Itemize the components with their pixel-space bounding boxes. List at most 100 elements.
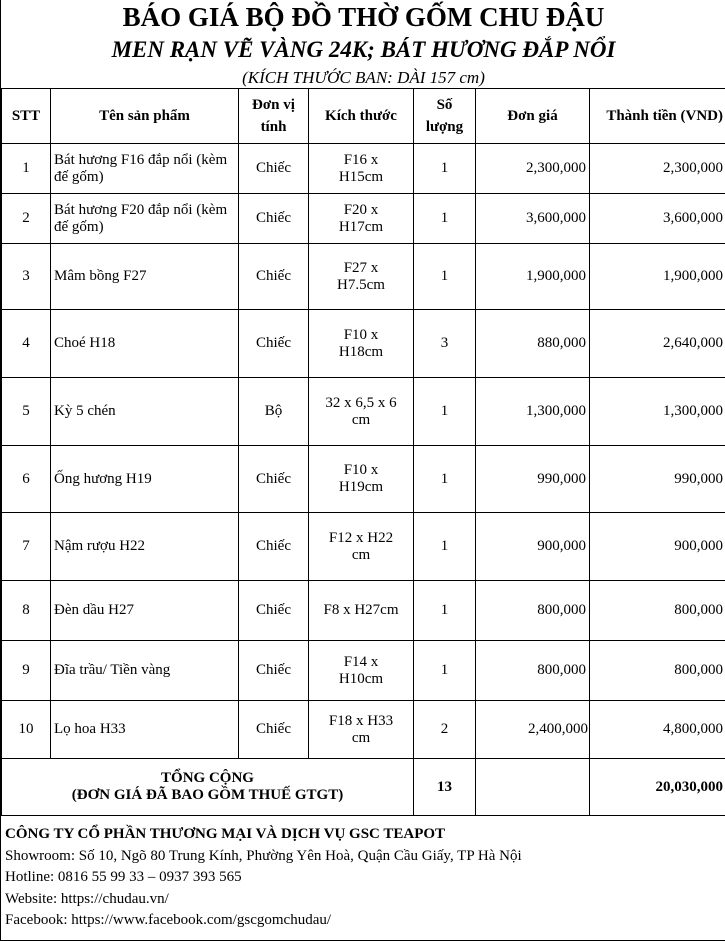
- cell-price: 2,300,000: [475, 143, 590, 194]
- cell-stt: 3: [1, 243, 51, 310]
- cell-unit: Chiếc: [238, 445, 309, 513]
- cell-price: 3,600,000: [475, 193, 590, 244]
- table-row: 9 Đĩa trầu/ Tiền vàng Chiếc F14 x H10cm 1 800…: [1, 640, 725, 701]
- cell-size: F16 x H15cm: [308, 143, 414, 194]
- cell-total: 2,300,000: [589, 143, 725, 194]
- table-row: 5 Kỳ 5 chén Bộ 32 x 6,5 x 6 cm 1 1,300,000 1,3…: [1, 377, 725, 446]
- cell-qty: 1: [413, 580, 476, 641]
- cell-stt: 7: [1, 512, 51, 581]
- cell-stt: 6: [1, 445, 51, 513]
- facebook-link[interactable]: Facebook: https://www.facebook.com/gscgo…: [5, 912, 332, 928]
- table-row: 4 Choé H18 Chiếc F10 x H18cm 3 880,000 2,640,0…: [1, 309, 725, 378]
- cell-unit: Chiếc: [238, 580, 309, 641]
- table-row: 8 Đèn dầu H27 Chiếc F8 x H27cm 1 800,000 800,0…: [1, 580, 725, 641]
- cell-size: F20 x H17cm: [308, 193, 414, 244]
- document-title: BÁO GIÁ BỘ ĐỒ THỜ GỐM CHU ĐẬU: [122, 2, 605, 32]
- cell-size: F8 x H27cm: [308, 580, 414, 641]
- cell-qty: 2: [413, 700, 476, 759]
- cell-total: 800,000: [589, 580, 725, 641]
- cell-name: Đĩa trầu/ Tiền vàng: [50, 640, 239, 701]
- cell-price: 900,000: [475, 512, 590, 581]
- cell-unit: Chiếc: [238, 512, 309, 581]
- summary-label-line1: TỔNG CỘNG: [161, 770, 254, 786]
- cell-size: 32 x 6,5 x 6 cm: [308, 377, 414, 446]
- cell-price: 1,900,000: [475, 243, 590, 310]
- cell-qty: 1: [413, 512, 476, 581]
- summary-qty: 13: [413, 758, 476, 816]
- price-table: STT Tên sản phẩm Đơn vị tính Kích thước …: [1, 88, 725, 816]
- summary-row: TỔNG CỘNG (ĐƠN GIÁ ĐÃ BAO GỒM THUẾ GTGT) …: [1, 758, 725, 816]
- cell-stt: 4: [1, 309, 51, 378]
- cell-unit: Bộ: [238, 377, 309, 446]
- cell-size: F14 x H10cm: [308, 640, 414, 701]
- cell-qty: 1: [413, 445, 476, 513]
- cell-size: F27 x H7.5cm: [308, 243, 414, 310]
- cell-unit: Chiếc: [238, 700, 309, 759]
- cell-price: 990,000: [475, 445, 590, 513]
- cell-name: Ống hương H19: [50, 445, 239, 513]
- cell-stt: 1: [1, 143, 51, 194]
- table-row: 3 Mâm bồng F27 Chiếc F27 x H7.5cm 1 1,900,000…: [1, 243, 725, 310]
- cell-name: Nậm rượu H22: [50, 512, 239, 581]
- size-note: (KÍCH THƯỚC BAN: DÀI 157 cm): [242, 68, 485, 87]
- cell-price: 1,300,000: [475, 377, 590, 446]
- cell-price: 880,000: [475, 309, 590, 378]
- cell-stt: 10: [1, 700, 51, 759]
- cell-size: F12 x H22 cm: [308, 512, 414, 581]
- header-unit: Đơn vị tính: [238, 88, 309, 144]
- cell-price: 800,000: [475, 580, 590, 641]
- cell-stt: 8: [1, 580, 51, 641]
- cell-total: 1,900,000: [589, 243, 725, 310]
- cell-unit: Chiếc: [238, 309, 309, 378]
- table-row: 7 Nậm rượu H22 Chiếc F12 x H22 cm 1 900,000 90…: [1, 512, 725, 581]
- cell-name: Bát hương F20 đắp nổi (kèm đế gốm): [50, 193, 239, 244]
- header-total: Thành tiền (VND): [589, 88, 725, 144]
- cell-qty: 1: [413, 243, 476, 310]
- cell-total: 2,640,000: [589, 309, 725, 378]
- cell-price: 2,400,000: [475, 700, 590, 759]
- table-row: 1 Bát hương F16 đắp nổi (kèm đế gốm) Chiếc…: [1, 143, 725, 194]
- header-stt: STT: [1, 88, 51, 144]
- summary-label-line2: (ĐƠN GIÁ ĐÃ BAO GỒM THUẾ GTGT): [71, 787, 344, 803]
- header-row: STT Tên sản phẩm Đơn vị tính Kích thước …: [1, 88, 725, 144]
- cell-total: 3,600,000: [589, 193, 725, 244]
- header-qty: Số lượng: [413, 88, 476, 144]
- cell-qty: 1: [413, 143, 476, 194]
- cell-qty: 1: [413, 193, 476, 244]
- cell-unit: Chiếc: [238, 193, 309, 244]
- cell-total: 1,300,000: [589, 377, 725, 446]
- cell-name: Mâm bồng F27: [50, 243, 239, 310]
- table-row: 2 Bát hương F20 đắp nổi (kèm đế gốm) Chiếc…: [1, 193, 725, 244]
- cell-price: 800,000: [475, 640, 590, 701]
- cell-total: 990,000: [589, 445, 725, 513]
- cell-qty: 1: [413, 377, 476, 446]
- table-row: 6 Ống hương H19 Chiếc F10 x H19cm 1 990,000 99…: [1, 445, 725, 513]
- summary-label: TỔNG CỘNG (ĐƠN GIÁ ĐÃ BAO GỒM THUẾ GTGT): [1, 758, 414, 816]
- cell-name: Bát hương F16 đắp nổi (kèm đế gốm): [50, 143, 239, 194]
- cell-stt: 5: [1, 377, 51, 446]
- cell-name: Kỳ 5 chén: [50, 377, 239, 446]
- cell-unit: Chiếc: [238, 143, 309, 194]
- cell-unit: Chiếc: [238, 640, 309, 701]
- header-name: Tên sản phẩm: [50, 88, 239, 144]
- cell-size: F18 x H33 cm: [308, 700, 414, 759]
- showroom-address: Showroom: Số 10, Ngõ 80 Trung Kính, Phườ…: [5, 847, 522, 864]
- cell-qty: 1: [413, 640, 476, 701]
- cell-total: 4,800,000: [589, 700, 725, 759]
- cell-total: 900,000: [589, 512, 725, 581]
- header-size: Kích thước: [308, 88, 414, 144]
- summary-empty: [475, 758, 590, 816]
- cell-stt: 2: [1, 193, 51, 244]
- cell-name: Đèn dầu H27: [50, 580, 239, 641]
- cell-name: Lọ hoa H33: [50, 700, 239, 759]
- summary-total: 20,030,000: [589, 758, 725, 816]
- cell-total: 800,000: [589, 640, 725, 701]
- cell-name: Choé H18: [50, 309, 239, 378]
- website-link[interactable]: Website: https://chudau.vn/: [5, 890, 169, 907]
- table-row: 10 Lọ hoa H33 Chiếc F18 x H33 cm 2 2,400,000 4…: [1, 700, 725, 759]
- company-name: CÔNG TY CỔ PHẦN THƯƠNG MẠI VÀ DỊCH VỤ GS…: [5, 826, 446, 842]
- hotline: Hotline: 0816 55 99 33 – 0937 393 565: [5, 869, 242, 885]
- cell-unit: Chiếc: [238, 243, 309, 310]
- cell-size: F10 x H18cm: [308, 309, 414, 378]
